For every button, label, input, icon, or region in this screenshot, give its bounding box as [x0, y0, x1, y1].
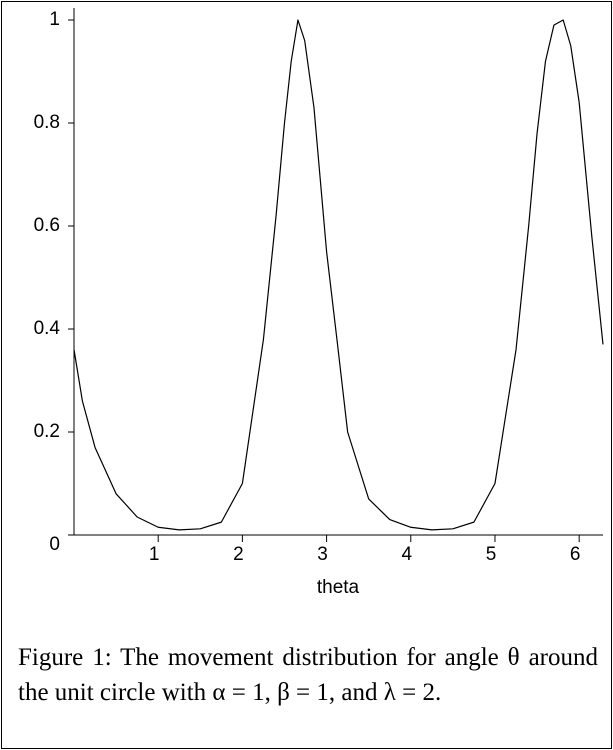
x-tick-label: 5 — [486, 544, 497, 565]
y-tick-label: 1 — [49, 9, 60, 30]
caption: Figure 1: The movement distribution for … — [18, 644, 598, 706]
line-series — [73, 19, 604, 531]
y-tick-label: 0.8 — [34, 112, 60, 133]
y-tick-label: 0.4 — [34, 318, 61, 339]
y-tick-label: 0 — [49, 534, 60, 555]
chart: theta 0 0.2 0.4 0.6 0.8 1 1 2 3 4 5 6 — [34, 8, 604, 598]
x-tick-label: 2 — [233, 544, 244, 565]
x-tick-label: 4 — [401, 544, 412, 565]
y-tick-label: 0.2 — [34, 421, 60, 442]
x-axis-label: theta — [317, 577, 360, 598]
x-tick-label: 3 — [317, 544, 328, 565]
x-tick-label: 6 — [570, 544, 581, 565]
x-tick-label: 1 — [149, 544, 160, 565]
y-tick-label: 0.6 — [34, 215, 60, 236]
